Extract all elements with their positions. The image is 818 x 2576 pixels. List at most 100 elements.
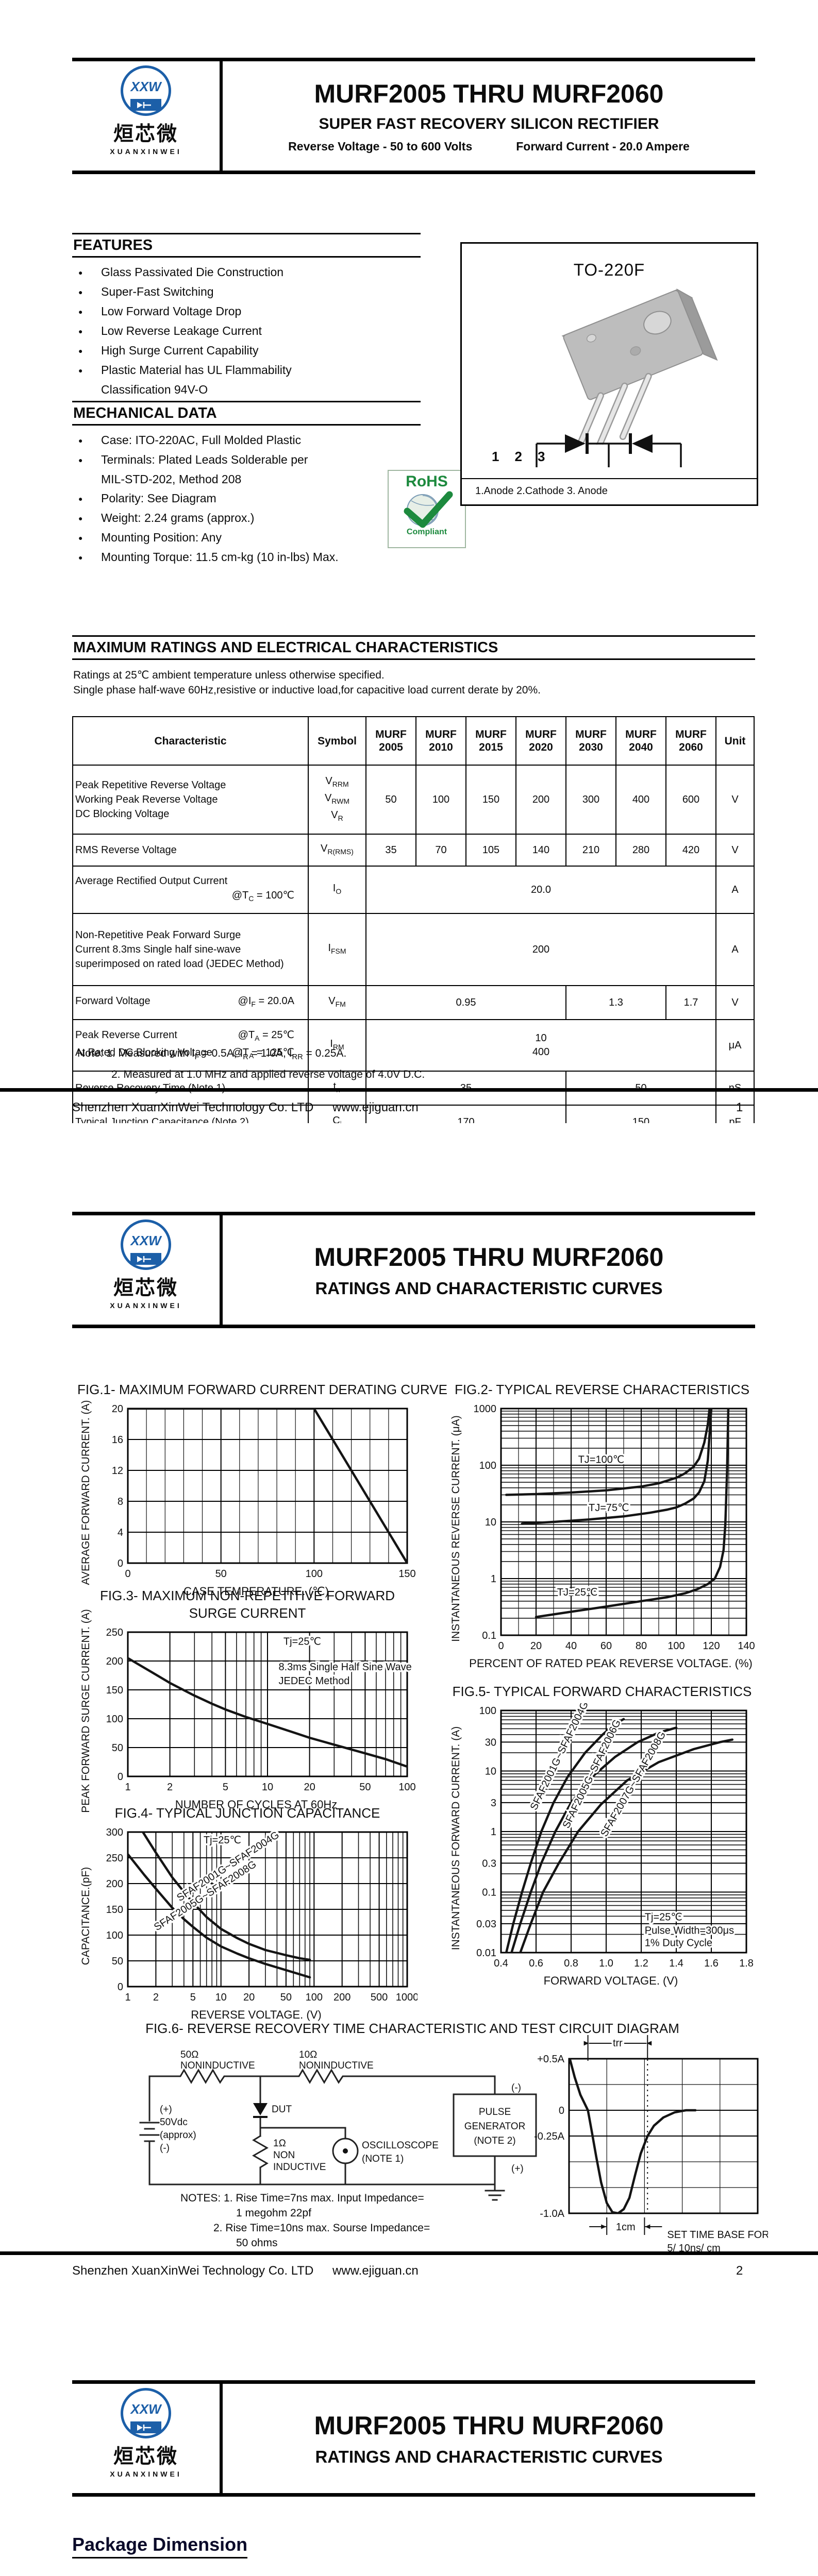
fig4-ylabel: CAPACITANCE.(pF) [80,1867,92,1965]
gridlines [500,1408,747,1636]
column-header: MURF 2040 [615,716,666,766]
fig1-ylabel: AVERAGE FORWARD CURRENT. (A) [80,1400,92,1585]
bullet-icon: ● [78,534,83,542]
list-item-text: Glass Passivated Die Construction [101,265,284,279]
list-item-text: Case: ITO-220AC, Full Molded Plastic [101,433,302,447]
series-SFAF2005G~SFAF2008G [128,1853,311,1979]
generator-minus: (-) [511,2082,521,2093]
column-header: MURF 2060 [665,716,716,766]
fig1-xlabel: CASE TEMPERATURE. (℃) [183,1585,329,1598]
logo-chinese-name: 烜芯微 [113,123,178,145]
svg-text:16: 16 [112,1434,123,1446]
header: XXW 烜芯微 XUANXINWEI MURF2005 THRU MURF206… [72,58,755,174]
fig6-note-line: 50 ohms [236,2237,278,2249]
header: XXW 烜芯微 XUANXINWEI MURF2005 THRU MURF206… [72,2380,755,2497]
svg-text:0: 0 [125,1568,130,1580]
svg-text:100: 100 [306,1992,323,2003]
svg-text:120: 120 [703,1640,720,1652]
list-item-text: High Surge Current Capability [101,344,259,357]
svg-text:100: 100 [106,1714,123,1725]
svg-text:150: 150 [106,1904,123,1916]
column-header: MURF 2010 [415,716,466,766]
fig6-test-circuit: 50Ω NONINDUCTIVE 10Ω NONINDUCTIVE (+) 50… [139,2049,537,2201]
svg-text:1: 1 [491,1573,496,1585]
svg-text:1000: 1000 [396,1992,418,2003]
pin-1-label: 1 [492,449,499,464]
svg-text:1.6: 1.6 [704,1958,719,1969]
value-cell: 1.3 [565,985,666,1020]
rohs-label: RoHS [406,473,448,490]
annotation: JEDEC Method [279,1675,350,1687]
svg-text:1: 1 [125,1992,130,2003]
generator-plus: (+) [511,2163,524,2174]
value-cell: 170 [365,1105,566,1123]
footer-website[interactable]: www.ejiguan.cn [332,2264,419,2278]
list-item-text: Classification 94V-O [101,383,208,396]
footer-company: Shenzhen XuanXinWei Technology Co. LTD [72,2264,314,2278]
series-SFAF2001G~SFAF2004G [505,1718,625,1953]
fig6-note-line: NOTES: 1. Rise Time=7ns max. Input Imped… [180,2192,424,2204]
svg-text:150: 150 [106,1685,123,1696]
company-logo: XXW 烜芯微 XUANXINWEI [72,61,223,171]
column-header: Characteristic [72,716,309,766]
unit-cell: pF [715,1105,755,1123]
svg-text:2: 2 [167,1782,173,1793]
features-heading: FEATURES [72,233,421,258]
svg-text:50: 50 [215,1568,227,1580]
svg-text:10: 10 [485,1766,496,1777]
table-notes: Note: 1. Measured with IF = 0.5A, IR = 1… [77,1045,425,1083]
resistor3-type1: NON [273,2150,295,2161]
page-number: 1 [736,1100,743,1114]
symbol-cell: IO [308,866,366,914]
bullet-icon: ● [78,327,83,335]
characteristic-cell: Typical Junction Capacitance (Note 2) [72,1105,309,1123]
ratings-table: Characteristic Symbol MURF 2005 MURF 2010 MURF… [72,716,755,1123]
svg-text:20: 20 [112,1403,123,1415]
value-cell: 150 [565,1105,716,1123]
list-item: ● Mounting Torque: 11.5 cm-kg (10 in-lbs)… [78,548,408,567]
svg-text:200: 200 [106,1656,123,1667]
rohs-compliant-label: Compliant [406,528,447,536]
svg-text:0.6: 0.6 [529,1958,543,1969]
mechanical-data-list: ● Case: ITO-220AC, Full Molded Plastic ● Te… [78,431,408,567]
svg-text:5: 5 [223,1782,228,1793]
list-item: ● Mounting Position: Any [78,528,408,548]
logo-diode-icon [130,1253,161,1265]
svg-text:100: 100 [106,1930,123,1941]
list-item-text: Low Forward Voltage Drop [101,304,242,318]
symbol-cell: Cj [308,1105,366,1123]
characteristic-cell: Average Rectified Output Current @TC = 10… [72,866,309,914]
value-cell: 70 [415,834,466,867]
ratings-heading: MAXIMUM RATINGS AND ELECTRICAL CHARACTER… [72,635,755,660]
list-item: ● Low Reverse Leakage Current [78,321,419,341]
table-row: RMS Reverse Voltage VR(RMS) 35 70 105 140 210 2… [72,834,755,867]
value-cell: 105 [465,834,516,867]
resistor3-value: 1Ω [273,2138,286,2149]
fig2-ylabel: INSTANTANEOUS REVERSE CURRENT. (μA) [450,1415,462,1642]
gridlines [127,1408,408,1564]
column-header: MURF 2030 [565,716,616,766]
unit-cell: V [715,834,755,867]
fig4-plot: 1 2 5 10 20 50 100 200 500 1000 0 50 100 150 200 250 300… [106,1827,418,2003]
value-cell: 35 [365,834,416,867]
battery-voltage: 50Vdc [160,2117,188,2128]
svg-text:40: 40 [565,1640,577,1652]
svg-text:100: 100 [479,1460,496,1471]
footer-website[interactable]: www.ejiguan.cn [332,1100,419,1114]
symbol-cell: VR(RMS) [308,834,366,867]
ratings-condition-1: Ratings at 25℃ ambient temperature unles… [73,669,385,681]
figure-fig2: FIG.2- TYPICAL REVERSE CHARACTERISTICS IN… [447,1381,757,1670]
svg-text:0.1: 0.1 [482,1887,496,1899]
column-header: MURF 2020 [515,716,566,766]
svg-text:1: 1 [125,1782,130,1793]
resistor2-type: NONINDUCTIVE [299,2060,374,2071]
note-2: 2. Measured at 1.0 MHz and applied rever… [111,1069,425,1081]
value-cell: 0.95 [365,985,566,1020]
fig2-title: FIG.2- TYPICAL REVERSE CHARACTERISTICS [454,1382,750,1397]
fig6wave-plot: +0.5A 0 -0.25A -1.0A trr 1cm SET TIME BASE FOR… [534,2035,768,2254]
part-number-title: MURF2005 THRU MURF2060 [314,79,664,108]
svg-text:0.1: 0.1 [482,1630,496,1641]
svg-text:0.03: 0.03 [476,1919,496,1930]
svg-text:140: 140 [738,1640,755,1652]
list-item-text: Polarity: See Diagram [101,492,216,505]
